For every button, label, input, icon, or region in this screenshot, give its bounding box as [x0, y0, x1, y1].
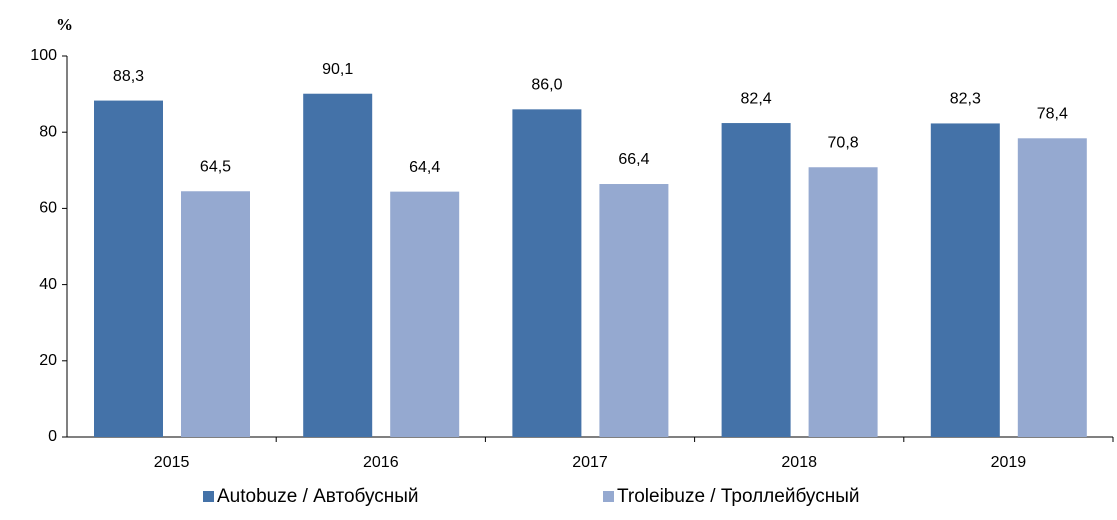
- bar: [303, 93, 373, 438]
- bar: [808, 167, 878, 437]
- bar: [181, 191, 250, 437]
- y-tick-label: 80: [39, 123, 57, 140]
- x-tick-label: 2018: [781, 454, 817, 471]
- bar: [930, 123, 1000, 437]
- y-tick-label: 0: [48, 428, 57, 445]
- data-label: 82,4: [741, 90, 772, 107]
- data-label: 90,1: [322, 61, 353, 78]
- legend-swatch: [603, 491, 614, 502]
- y-tick-label: 100: [30, 47, 57, 64]
- bar: [94, 100, 163, 438]
- y-tick-label: 60: [39, 200, 57, 217]
- data-label: 64,5: [200, 158, 231, 175]
- data-label: 66,4: [618, 151, 649, 168]
- data-label: 86,0: [531, 77, 562, 94]
- bar: [390, 191, 460, 437]
- legend-label: Autobuze / Автобусный: [217, 486, 419, 507]
- x-tick-label: 2015: [154, 454, 190, 471]
- bar: [1017, 138, 1087, 437]
- data-label: 64,4: [409, 159, 440, 176]
- data-label: 78,4: [1037, 106, 1068, 123]
- legend-label: Troleibuze / Троллейбусный: [617, 486, 859, 507]
- x-tick-label: 2019: [991, 454, 1027, 471]
- bar: [599, 184, 669, 437]
- y-tick-label: 40: [39, 276, 57, 293]
- legend-swatch: [203, 491, 214, 502]
- x-tick-label: 2016: [363, 454, 399, 471]
- y-tick-label: 20: [39, 352, 57, 369]
- data-label: 82,3: [950, 91, 981, 108]
- x-tick-label: 2017: [572, 454, 608, 471]
- bar: [721, 123, 791, 437]
- y-axis-label: %: [56, 15, 73, 34]
- data-label: 70,8: [828, 134, 859, 151]
- data-label: 88,3: [113, 68, 144, 85]
- bar: [512, 109, 582, 437]
